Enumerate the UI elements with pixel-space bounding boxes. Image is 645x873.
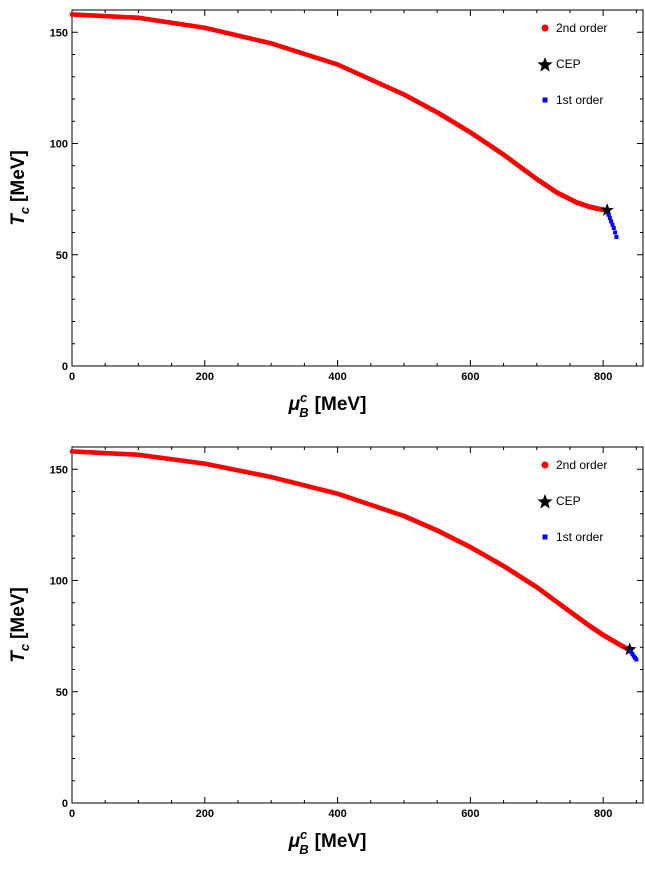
x-axis-unit: [MeV] <box>315 831 367 852</box>
x-tick-label: 400 <box>328 808 346 820</box>
x-tick-label: 600 <box>461 808 479 820</box>
x-axis-unit: [MeV] <box>315 394 367 415</box>
first-order-point <box>610 222 615 227</box>
x-axis-superscript: c <box>300 827 308 842</box>
y-axis-title: Tc [MeV] <box>8 587 32 663</box>
legend-label: 1st order <box>556 530 603 544</box>
legend-marker-circle <box>541 461 549 469</box>
first-order-point <box>629 649 634 654</box>
series-1st-order <box>606 212 619 239</box>
first-order-point <box>609 219 614 224</box>
cep-star-point <box>600 203 614 216</box>
x-tick-label: 200 <box>196 371 214 383</box>
y-tick-label: 50 <box>56 250 68 262</box>
x-tick-label: 0 <box>69 808 75 820</box>
legend-marker-circle <box>541 24 549 32</box>
legend-label: CEP <box>556 494 581 508</box>
first-order-point <box>634 657 639 662</box>
y-axis-subscript: c <box>17 206 32 214</box>
cep-star-point <box>623 642 637 656</box>
legend-label: 1st order <box>556 93 603 107</box>
y-tick-label: 150 <box>50 27 68 39</box>
y-tick-label: 150 <box>50 464 68 476</box>
x-axis-symbol: μ <box>288 394 301 415</box>
legend: 2nd order CEP 1st order <box>537 21 607 107</box>
x-axis-superscript: c <box>300 390 308 405</box>
x-axis-title: μc B [MeV] <box>288 827 367 857</box>
series-cep <box>600 203 614 216</box>
legend-marker-star <box>537 57 553 72</box>
y-axis-symbol: T <box>8 213 29 226</box>
chart-panel-top: 0 200 400 600 800 0 50 100 150 μc B [MeV] Tc[MeV] 2nd… <box>0 0 645 436</box>
first-order-point <box>613 230 618 235</box>
x-tick-label: 600 <box>461 371 479 383</box>
y-axis-unit: [MeV] <box>8 150 29 202</box>
series-1st-order <box>629 649 639 662</box>
first-order-point <box>630 651 635 656</box>
y-axis-symbol: T <box>8 650 29 663</box>
legend-marker-square <box>542 97 548 103</box>
series-2nd-order <box>69 449 631 652</box>
y-tick-label: 100 <box>50 139 68 151</box>
y-tick-label: 100 <box>50 576 68 588</box>
legend-label: 2nd order <box>556 458 607 472</box>
x-tick-label: 0 <box>69 371 75 383</box>
y-tick-label: 50 <box>56 687 68 699</box>
x-axis-title: μc B [MeV] <box>288 390 367 420</box>
first-order-point <box>606 212 611 217</box>
legend-label: 2nd order <box>556 21 607 35</box>
x-tick-label: 800 <box>594 371 612 383</box>
first-order-point <box>607 216 612 221</box>
x-axis-symbol: μ <box>288 831 301 852</box>
y-axis-subscript: c <box>17 643 32 651</box>
chart-panel-bottom: 0 200 400 600 800 0 50 100 150 μc B [MeV] Tc[MeV] 2nd… <box>0 437 645 873</box>
x-tick-label: 200 <box>196 808 214 820</box>
legend-marker-star <box>537 494 553 509</box>
first-order-point <box>611 226 616 231</box>
x-axis-subscript: B <box>299 842 308 857</box>
series-2nd-order <box>69 12 609 213</box>
x-tick-label: 800 <box>594 808 612 820</box>
x-tick-label: 400 <box>328 371 346 383</box>
y-tick-label: 0 <box>62 798 68 810</box>
x-axis-subscript: B <box>299 405 308 420</box>
y-axis-unit: [MeV] <box>8 587 29 639</box>
legend-label: CEP <box>556 57 581 71</box>
first-order-point <box>614 234 619 239</box>
y-axis-title: Tc [MeV] <box>8 150 32 226</box>
legend-marker-square <box>542 534 548 540</box>
series-cep <box>623 642 637 656</box>
y-tick-label: 0 <box>62 361 68 373</box>
legend: 2nd order CEP 1st order <box>537 458 607 544</box>
